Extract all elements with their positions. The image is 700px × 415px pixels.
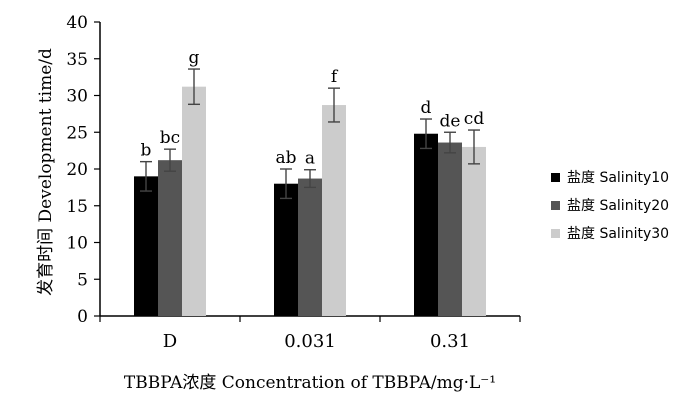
y-tick-label: 40 <box>66 13 88 33</box>
bar <box>158 160 182 316</box>
y-tick-label: 25 <box>66 123 88 143</box>
bar <box>438 142 462 316</box>
y-tick-label: 30 <box>66 87 88 107</box>
y-tick-label: 5 <box>77 270 88 290</box>
legend-swatch <box>551 229 560 238</box>
legend-swatch <box>551 201 560 210</box>
y-axis-title: 发育时间 Development time/d <box>36 48 56 296</box>
bar <box>182 86 206 317</box>
bar <box>414 133 438 316</box>
significance-label: g <box>189 48 200 68</box>
y-ticks: 0 5 10 15 20 25 30 35 40 <box>66 13 100 327</box>
legend-swatch <box>551 173 560 182</box>
significance-label: ab <box>275 148 296 168</box>
bar <box>322 105 346 317</box>
x-category-label: 0.031 <box>284 331 336 352</box>
bar <box>298 178 322 316</box>
error-bars <box>140 68 480 200</box>
significance-label: b <box>141 141 152 161</box>
legend: 盐度 Salinity10 盐度 Salinity20 盐度 Salinity30 <box>551 170 669 242</box>
legend-entry: 盐度 Salinity10 <box>567 170 669 186</box>
significance-label: f <box>331 67 339 87</box>
significance-label: bc <box>160 128 180 148</box>
x-category-label: D <box>163 331 177 352</box>
significance-label: cd <box>464 109 485 129</box>
legend-entry: 盐度 Salinity20 <box>567 198 669 214</box>
y-tick-label: 0 <box>77 307 88 327</box>
y-tick-label: 10 <box>66 234 88 254</box>
y-tick-label: 35 <box>66 50 88 70</box>
legend-entry: 盐度 Salinity30 <box>567 226 669 242</box>
significance-label: a <box>305 149 315 169</box>
significance-labels: bbc g ab a f dde cd <box>141 48 485 169</box>
y-tick-label: 20 <box>66 160 88 180</box>
x-category-label: 0.31 <box>430 331 470 352</box>
y-tick-label: 15 <box>66 197 88 217</box>
bars <box>134 86 486 317</box>
bar <box>274 183 298 316</box>
x-ticks: D 0.031 0.31 <box>99 316 521 352</box>
bar <box>134 176 158 316</box>
significance-label: d <box>421 98 432 118</box>
significance-label: de <box>440 111 461 131</box>
x-axis-title: TBBPA浓度 Concentration of TBBPA/mg·L⁻¹ <box>124 373 496 393</box>
bar <box>462 146 486 316</box>
